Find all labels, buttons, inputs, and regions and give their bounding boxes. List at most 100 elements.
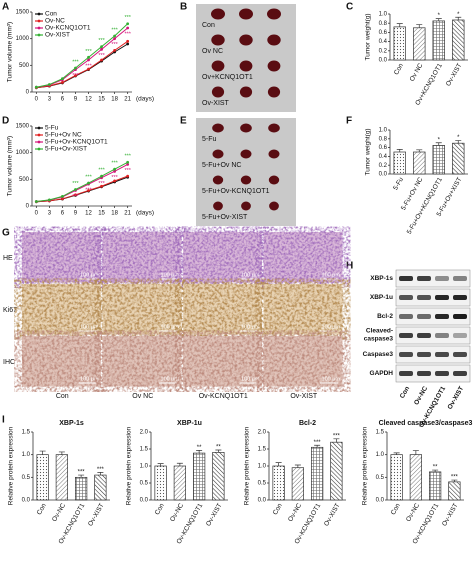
y-tick-label: 1000 [16, 36, 30, 42]
scale-label: 100 μm [161, 324, 180, 330]
x-tick-label: 0 [35, 97, 39, 103]
blot-column-label: Ov-XIST [447, 385, 466, 410]
y-tick-label: 2.0 [140, 430, 149, 436]
blot-band [417, 276, 431, 281]
column-label: Ov NC [132, 393, 153, 400]
error-bar [78, 474, 85, 478]
blot-band [417, 371, 431, 376]
bar [413, 151, 426, 175]
bar [452, 19, 465, 61]
blot-column-label: Con [399, 385, 411, 399]
bar [272, 465, 285, 501]
bar [393, 26, 406, 61]
blot-strip [395, 307, 471, 326]
blot-strip [395, 364, 471, 383]
bar [311, 446, 324, 501]
error-bar [176, 462, 183, 466]
bar [330, 441, 343, 501]
tumor [240, 123, 252, 133]
blot-row-label: caspase3 [364, 336, 394, 343]
error-bar [157, 463, 164, 466]
significance: *** [111, 42, 118, 48]
y-tick-label: 0.2 [379, 48, 388, 54]
blot-band [399, 295, 413, 300]
bar [390, 454, 403, 501]
blot-band [399, 276, 413, 281]
panel-letter: E [180, 116, 187, 127]
tumor [267, 8, 281, 20]
micrograph-texture [102, 284, 182, 335]
tumor-label: Ov-XIST [202, 100, 230, 107]
significance: *** [111, 161, 118, 167]
data-point [34, 85, 38, 89]
series-line [36, 175, 128, 203]
y-axis-label: Tumor weight(g) [365, 128, 372, 175]
data-point [87, 55, 90, 59]
blot-strip [395, 288, 471, 307]
data-point [61, 77, 64, 81]
legend-marker [37, 33, 41, 37]
y-tick-label: 0.4 [379, 39, 388, 45]
legend-label: Ov-KCNQ1OT1 [45, 25, 91, 32]
error-bar [435, 142, 442, 146]
legend-label: Con [45, 11, 57, 18]
y-tick-label: 0.6 [379, 30, 388, 36]
tumor-label: 5-Fu+Ov-XIST [202, 214, 248, 221]
data-point [126, 174, 130, 178]
y-tick-label: 0.2 [379, 163, 388, 169]
error-bar [333, 438, 340, 443]
blot-band [453, 276, 467, 281]
y-axis-label: Relative protein expression [126, 426, 133, 505]
bar [36, 454, 49, 501]
y-tick-label: 0.5 [376, 475, 385, 481]
tumor-label: 5-Fu+Ov-KCNQ1OT1 [202, 188, 270, 195]
tumor [239, 86, 253, 98]
tumor [268, 123, 280, 133]
tumor-label: 5-Fu [202, 136, 217, 143]
y-tick-label: 1000 [16, 150, 30, 156]
x-tick-label: 12 [85, 97, 92, 103]
x-tick-label: 6 [61, 97, 65, 103]
x-tick-label: Con [272, 502, 284, 516]
significance: *** [85, 49, 92, 55]
x-tick-label: Ov-NC [287, 502, 303, 523]
panel-letter: C [346, 2, 353, 13]
data-point [74, 74, 77, 77]
data-point [113, 169, 117, 173]
significance: *** [72, 181, 79, 187]
data-point [87, 181, 90, 185]
blot-band [435, 295, 449, 300]
x-tick-label: 3 [48, 211, 52, 217]
legend-label: 5-Fu+Ov NC [45, 132, 82, 139]
legend-marker [37, 19, 41, 23]
series-line [36, 27, 128, 88]
blot-band [399, 371, 413, 376]
blot-band [399, 314, 413, 319]
significance: *** [124, 154, 131, 160]
bar [154, 465, 167, 501]
bar [74, 476, 88, 501]
x-tick-label: 6 [61, 211, 65, 217]
bar [432, 145, 445, 175]
error-bar [451, 479, 458, 482]
blot-row-label: Caspase3 [363, 351, 394, 358]
scale-label: 100 μm [80, 324, 99, 330]
x-tick-label: 5-Fu+Ov+KCNQ1OT1 [406, 176, 444, 236]
tumor [239, 8, 253, 20]
bar [193, 452, 206, 501]
tumor [211, 60, 225, 72]
x-tick-label: Ov-NC [51, 502, 67, 523]
x-tick-label: 5-Fu [392, 176, 405, 191]
tumor [267, 60, 281, 72]
micrograph-texture [263, 284, 343, 335]
y-tick-label: 1.5 [376, 430, 385, 436]
micrograph-texture [22, 336, 101, 387]
panel-letter: B [180, 2, 187, 13]
data-point [100, 184, 103, 188]
micrograph-texture [22, 232, 101, 283]
data-point [47, 83, 51, 86]
row-label: Ki67 [3, 307, 17, 314]
x-tick-label: Ov-NC [169, 502, 185, 523]
x-tick-label: Con [36, 502, 48, 516]
tumor-label: Ov+KCNQ1OT1 [202, 74, 253, 81]
